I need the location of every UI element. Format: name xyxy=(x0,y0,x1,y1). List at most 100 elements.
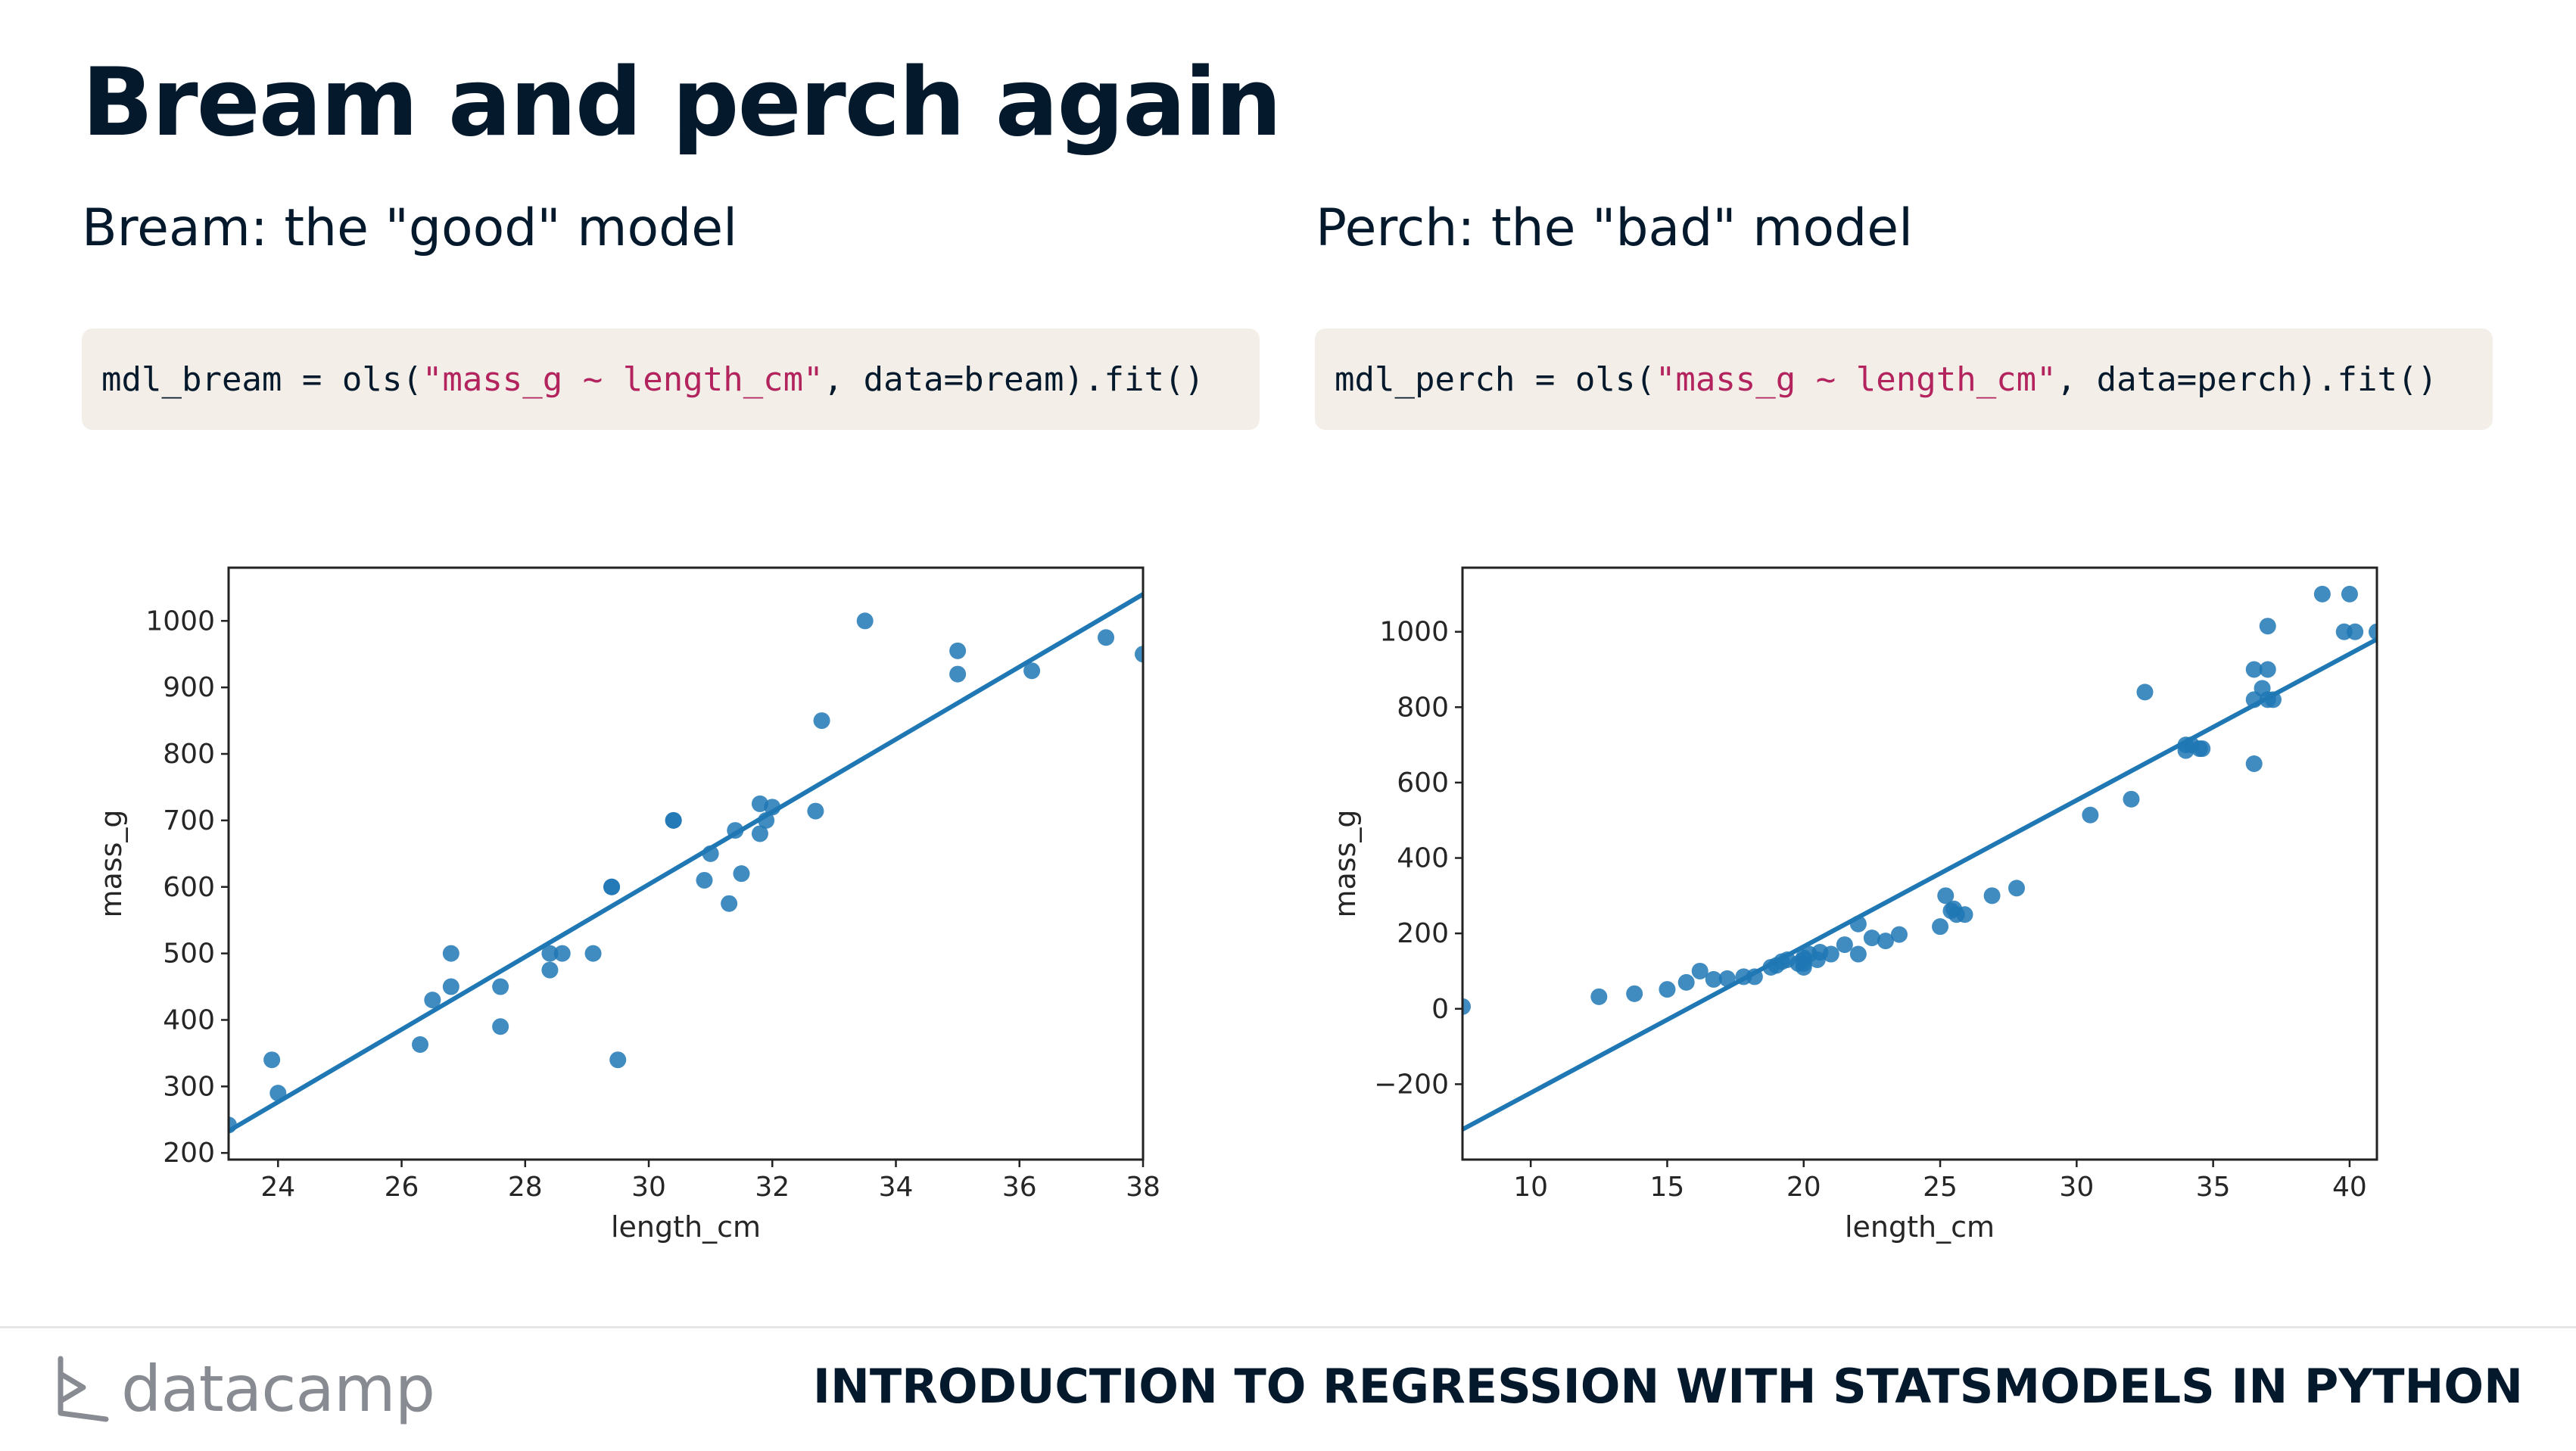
slide-title: Bream and perch again xyxy=(82,48,1282,157)
data-point xyxy=(442,945,459,962)
data-point xyxy=(1626,985,1643,1002)
data-point xyxy=(751,825,768,842)
data-point xyxy=(1677,973,1695,991)
data-point xyxy=(492,1018,509,1035)
perch-scatter-chart: 10 15 20 25 30 35 40 −200 0 200 400 600 800 1000 lengt… xyxy=(1328,566,2378,1244)
data-point xyxy=(807,802,824,820)
x-tick-label: 32 xyxy=(755,1172,790,1203)
y-tick-label: 500 xyxy=(163,939,215,970)
y-tick-label: 200 xyxy=(163,1138,215,1169)
data-point xyxy=(1705,970,1722,988)
y-tick-label: 400 xyxy=(1397,843,1449,874)
data-point xyxy=(2123,790,2140,808)
y-tick-label: 300 xyxy=(163,1071,215,1102)
regression-line xyxy=(1462,637,2377,1132)
data-point xyxy=(2341,585,2358,603)
y-axis-label: mass_g xyxy=(1328,809,1362,917)
x-tick-label: 38 xyxy=(1126,1172,1160,1203)
data-point xyxy=(2259,661,2276,678)
x-tick-label: 35 xyxy=(2196,1172,2231,1203)
data-point xyxy=(1462,998,1471,1015)
data-point xyxy=(1956,906,1973,923)
y-tick-label: 0 xyxy=(1431,994,1449,1025)
data-point xyxy=(2082,806,2099,824)
data-point xyxy=(442,978,459,995)
data-point xyxy=(2313,585,2331,603)
data-point xyxy=(584,945,602,962)
data-point xyxy=(1822,945,1839,963)
code-suffix: , data=bream).fit() xyxy=(823,360,1204,399)
data-point xyxy=(2245,755,2263,773)
x-tick-label: 40 xyxy=(2332,1172,2367,1203)
y-axis-label: mass_g xyxy=(95,809,128,917)
y-tick-label: 200 xyxy=(1397,918,1449,949)
data-point xyxy=(492,978,509,995)
data-point xyxy=(1135,646,1143,663)
x-tick-label: 30 xyxy=(631,1172,666,1203)
data-point xyxy=(2369,623,2377,640)
data-point xyxy=(1849,945,1867,963)
bream-code-block: mdl_bream = ols("mass_g ~ length_cm", da… xyxy=(82,328,1260,430)
perch-code-block: mdl_perch = ols("mass_g ~ length_cm", da… xyxy=(1315,328,2493,430)
data-point xyxy=(1937,887,1955,905)
data-point xyxy=(1659,981,1676,998)
data-point xyxy=(1098,629,1115,646)
code-prefix: mdl_perch = ols( xyxy=(1335,360,1656,399)
y-tick-label: 900 xyxy=(163,672,215,703)
data-point xyxy=(721,895,738,912)
x-axis-label: length_cm xyxy=(611,1210,761,1244)
data-point xyxy=(2008,880,2026,897)
plot-area xyxy=(1462,585,2377,1132)
datacamp-logo-text: datacamp xyxy=(121,1352,435,1426)
y-tick-label: 600 xyxy=(163,872,215,903)
data-point xyxy=(553,945,571,962)
plot-frame xyxy=(227,566,1145,1161)
data-point xyxy=(733,865,750,883)
datacamp-logo[interactable]: datacamp xyxy=(53,1347,435,1431)
data-point xyxy=(263,1051,281,1069)
y-tick-label: 600 xyxy=(1397,768,1449,799)
data-point xyxy=(949,642,967,659)
x-tick-label: 10 xyxy=(1513,1172,1548,1203)
data-point xyxy=(1877,933,1894,950)
y-tick-label: 800 xyxy=(163,739,215,770)
x-tick-label: 34 xyxy=(879,1172,914,1203)
x-tick-label: 30 xyxy=(2059,1172,2094,1203)
data-point xyxy=(696,871,713,889)
y-tick-label: 1000 xyxy=(1379,617,1449,648)
footer-divider xyxy=(0,1326,2576,1328)
data-point xyxy=(1590,988,1608,1005)
data-point xyxy=(603,878,621,895)
data-point xyxy=(424,992,441,1009)
x-tick-label: 24 xyxy=(260,1172,295,1203)
data-point xyxy=(609,1051,627,1069)
data-point xyxy=(856,612,874,630)
data-point xyxy=(1983,887,2001,905)
data-point xyxy=(1023,662,1041,680)
bream-scatter-chart: 24 26 28 30 32 34 36 38 200 300 400 500 600 700 800 900… xyxy=(95,566,1160,1244)
code-formula-string: "mass_g ~ length_cm" xyxy=(422,360,824,399)
y-tick-label: 1000 xyxy=(145,606,215,637)
x-tick-label: 28 xyxy=(508,1172,543,1203)
data-point xyxy=(665,811,682,829)
code-suffix: , data=perch).fit() xyxy=(2056,360,2437,399)
data-point xyxy=(2245,661,2263,678)
y-tick-label: 400 xyxy=(163,1004,215,1035)
data-point xyxy=(2259,618,2276,635)
y-tick-label: 800 xyxy=(1397,692,1449,723)
datacamp-logo-icon xyxy=(58,1356,109,1422)
perch-subtitle: Perch: the "bad" model xyxy=(1316,198,1914,258)
code-formula-string: "mass_g ~ length_cm" xyxy=(1655,360,2057,399)
data-point xyxy=(1863,929,1880,947)
plot-frame xyxy=(1461,566,2378,1161)
regression-line xyxy=(229,592,1143,1133)
data-point xyxy=(2194,740,2211,758)
x-tick-label: 25 xyxy=(1923,1172,1958,1203)
y-tick-label: 700 xyxy=(163,805,215,836)
x-tick-label: 26 xyxy=(385,1172,419,1203)
bream-subtitle: Bream: the "good" model xyxy=(82,198,738,258)
data-point xyxy=(2347,623,2364,640)
data-point xyxy=(541,945,559,962)
data-point xyxy=(1890,926,1908,943)
x-tick-label: 20 xyxy=(1786,1172,1821,1203)
